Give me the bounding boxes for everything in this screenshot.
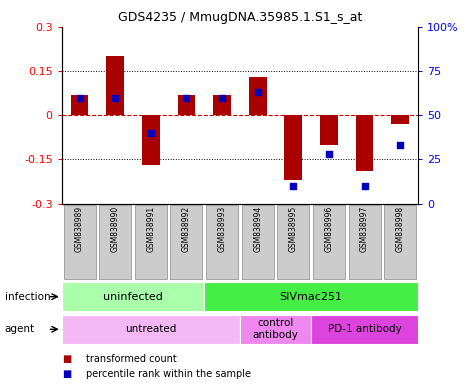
Text: ■: ■ — [62, 354, 71, 364]
FancyBboxPatch shape — [277, 205, 309, 279]
Bar — [285, 115, 302, 180]
Text: GSM838995: GSM838995 — [289, 206, 298, 252]
Bar — [142, 115, 160, 165]
Text: GSM838993: GSM838993 — [218, 206, 227, 252]
Point — [182, 94, 190, 101]
Point — [325, 151, 332, 157]
Bar — [178, 94, 195, 115]
FancyBboxPatch shape — [135, 205, 167, 279]
Text: transformed count: transformed count — [86, 354, 176, 364]
Text: SIVmac251: SIVmac251 — [280, 291, 342, 302]
Text: GSM838989: GSM838989 — [75, 206, 84, 252]
Text: GSM838996: GSM838996 — [324, 206, 333, 252]
FancyBboxPatch shape — [240, 314, 311, 344]
FancyBboxPatch shape — [204, 282, 418, 311]
FancyBboxPatch shape — [349, 205, 380, 279]
Text: infection: infection — [5, 291, 50, 302]
Bar — [356, 115, 373, 171]
FancyBboxPatch shape — [171, 205, 202, 279]
Text: PD-1 antibody: PD-1 antibody — [328, 324, 401, 334]
Bar — [71, 94, 88, 115]
Text: GSM838991: GSM838991 — [146, 206, 155, 252]
Point — [396, 142, 404, 148]
Point — [218, 94, 226, 101]
Text: uninfected: uninfected — [103, 291, 163, 302]
Bar — [249, 77, 266, 115]
Text: ■: ■ — [62, 369, 71, 379]
Text: GSM838992: GSM838992 — [182, 206, 191, 252]
FancyBboxPatch shape — [99, 205, 131, 279]
Text: GSM838990: GSM838990 — [111, 206, 120, 252]
FancyBboxPatch shape — [62, 282, 204, 311]
Text: GSM838998: GSM838998 — [396, 206, 405, 252]
FancyBboxPatch shape — [62, 314, 240, 344]
Bar — [320, 115, 338, 145]
Point — [254, 89, 261, 95]
Point — [111, 94, 119, 101]
Text: GSM838994: GSM838994 — [253, 206, 262, 252]
FancyBboxPatch shape — [64, 205, 95, 279]
Text: agent: agent — [5, 324, 35, 334]
Text: control
antibody: control antibody — [253, 318, 298, 340]
FancyBboxPatch shape — [384, 205, 416, 279]
Bar — [106, 56, 124, 115]
Bar — [213, 94, 231, 115]
Point — [289, 183, 297, 189]
FancyBboxPatch shape — [311, 314, 418, 344]
Bar — [391, 115, 409, 124]
Point — [147, 130, 155, 136]
Title: GDS4235 / MmugDNA.35985.1.S1_s_at: GDS4235 / MmugDNA.35985.1.S1_s_at — [118, 11, 362, 24]
Point — [361, 183, 369, 189]
Text: GSM838997: GSM838997 — [360, 206, 369, 252]
Text: percentile rank within the sample: percentile rank within the sample — [86, 369, 250, 379]
FancyBboxPatch shape — [313, 205, 345, 279]
FancyBboxPatch shape — [242, 205, 274, 279]
FancyBboxPatch shape — [206, 205, 238, 279]
Point — [76, 94, 84, 101]
Text: untreated: untreated — [125, 324, 177, 334]
